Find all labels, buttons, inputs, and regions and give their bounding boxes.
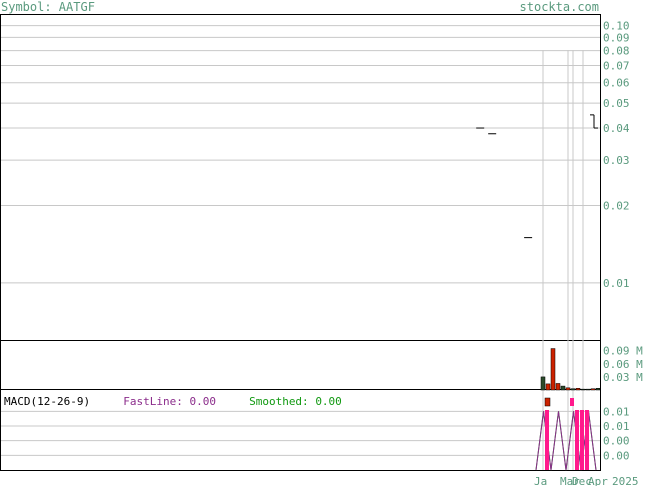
price-tick-label: 0.06 bbox=[603, 77, 630, 90]
macd-histogram-bar bbox=[570, 398, 574, 406]
macd-tick-label: 0.00 bbox=[603, 449, 630, 462]
volume-bar bbox=[570, 388, 576, 391]
volume-bar bbox=[595, 388, 601, 391]
volume-bar bbox=[555, 383, 561, 391]
x-axis-label: 2025 bbox=[612, 475, 639, 486]
price-tick-label: 0.02 bbox=[603, 199, 630, 212]
macd-tick-label: 0.01 bbox=[603, 420, 630, 433]
price-tick-label: 0.10 bbox=[603, 20, 630, 33]
macd-histogram-bar bbox=[545, 410, 549, 470]
volume-bar bbox=[590, 388, 596, 391]
volume-tick-label: 0.06 M bbox=[603, 358, 643, 371]
volume-tick-label: 0.03 M bbox=[603, 371, 643, 384]
price-tick-label: 0.07 bbox=[603, 60, 630, 73]
price-tick-label: 0.04 bbox=[603, 122, 630, 135]
fastline-label: FastLine: bbox=[123, 395, 183, 408]
macd-legend: MACD(12-26-9) FastLine: 0.00 Smoothed: 0… bbox=[4, 395, 342, 409]
price-tick-label: 0.01 bbox=[603, 277, 630, 290]
x-axis-label: Mar bbox=[560, 475, 580, 486]
macd-histogram-bar bbox=[585, 410, 589, 470]
macd-marker bbox=[544, 397, 551, 407]
volume-bar bbox=[585, 388, 591, 391]
volume-bar bbox=[545, 383, 551, 391]
fastline-value: 0.00 bbox=[189, 395, 216, 408]
macd-title: MACD(12-26-9) bbox=[4, 395, 91, 408]
volume-bar bbox=[580, 388, 586, 391]
price-tick-label: 0.05 bbox=[603, 97, 630, 110]
price-tick-label: 0.03 bbox=[603, 154, 630, 167]
smoothed-value: 0.00 bbox=[315, 395, 342, 408]
x-axis-label: Ja bbox=[534, 475, 547, 486]
macd-panel bbox=[0, 389, 601, 471]
x-axis-label: Dec bbox=[572, 475, 592, 486]
macd-tick-label: 0.01 bbox=[603, 405, 630, 418]
volume-bar bbox=[575, 388, 581, 391]
macd-histogram-bar bbox=[575, 410, 579, 470]
macd-tick-label: 0.00 bbox=[603, 435, 630, 448]
price-tick-label: 0.09 bbox=[603, 31, 630, 44]
x-axis-label: Apr bbox=[588, 475, 608, 486]
volume-bar bbox=[565, 387, 571, 391]
volume-panel bbox=[0, 340, 601, 391]
volume-bar bbox=[540, 376, 546, 391]
price-panel bbox=[0, 14, 601, 342]
macd-histogram-bar bbox=[580, 410, 584, 470]
volume-tick-label: 0.09 M bbox=[603, 345, 643, 358]
volume-bar bbox=[560, 385, 566, 391]
volume-bar bbox=[550, 348, 556, 391]
smoothed-label: Smoothed: bbox=[249, 395, 309, 408]
price-tick-label: 0.08 bbox=[603, 45, 630, 58]
site-name[interactable]: stockta.com bbox=[519, 0, 599, 14]
symbol-label: Symbol: AATGF bbox=[1, 0, 95, 14]
